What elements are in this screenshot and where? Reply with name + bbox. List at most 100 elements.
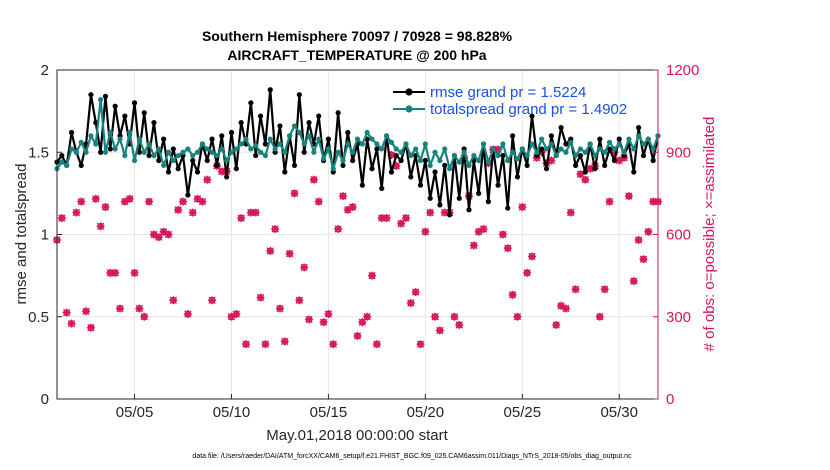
obs-layer: [53, 145, 662, 349]
obs-assimilated-point: [203, 175, 212, 184]
totalspread-point: [253, 143, 259, 149]
totalspread-point: [408, 152, 414, 159]
rmse-point: [514, 174, 521, 180]
rmse-point: [636, 124, 642, 131]
y-tick-label-right: 0: [666, 391, 674, 408]
obs-assimilated-point: [82, 307, 91, 316]
totalspread-point: [456, 159, 462, 165]
totalspread-point: [64, 162, 70, 169]
totalspread-point: [102, 149, 109, 155]
obs-assimilated-point: [523, 268, 532, 277]
rmse-point: [505, 205, 511, 211]
rmse-point: [214, 162, 220, 169]
rmse-point: [59, 152, 65, 159]
obs-assimilated-point: [285, 249, 294, 258]
totalspread-point: [650, 146, 656, 152]
obs-assimilated-point: [232, 310, 241, 319]
obs-assimilated-point: [169, 296, 178, 305]
y-axis-label-right: # of obs: o=possible; ×=assimilated: [701, 117, 718, 352]
obs-assimilated-point: [179, 197, 188, 206]
obs-assimilated-point: [314, 197, 323, 206]
totalspread-point: [413, 146, 419, 152]
totalspread-point: [446, 166, 453, 172]
obs-assimilated-point: [101, 203, 110, 212]
obs-assimilated-point: [566, 208, 575, 217]
totalspread-point: [228, 149, 235, 155]
obs-assimilated-point: [251, 208, 260, 217]
totalspread-point: [277, 141, 283, 147]
rmse-point: [524, 162, 530, 169]
obs-assimilated-point: [416, 340, 425, 349]
rmse-point: [112, 103, 118, 109]
y-tick-label-right: 900: [666, 144, 691, 161]
totalspread-point: [296, 129, 302, 136]
obs-assimilated-point: [368, 271, 377, 280]
obs-assimilated-point: [629, 277, 638, 286]
rmse-point: [301, 149, 307, 155]
totalspread-point: [466, 162, 472, 169]
totalspread-point: [141, 149, 147, 155]
rmse-point: [611, 157, 617, 164]
obs-assimilated-point: [164, 230, 173, 239]
obs-assimilated-point: [406, 299, 415, 308]
obs-assimilated-point: [96, 222, 105, 231]
x-tick-label: 05/20: [407, 404, 445, 421]
totalspread-point: [199, 141, 206, 147]
rmse-point: [253, 152, 259, 159]
obs-assimilated-point: [431, 312, 440, 321]
rmse-point: [102, 93, 109, 99]
rmse-point: [456, 195, 462, 201]
obs-assimilated-point: [527, 252, 536, 261]
totalspread-point: [73, 149, 79, 155]
rmse-point: [543, 166, 550, 172]
totalspread-point: [379, 146, 385, 152]
rmse-point: [577, 152, 584, 159]
obs-assimilated-point: [503, 244, 512, 253]
rmse-point: [204, 157, 210, 164]
rmse-point: [640, 152, 647, 159]
rmse-point: [233, 166, 239, 172]
obs-assimilated-point: [469, 241, 478, 250]
totalspread-point: [238, 141, 244, 147]
obs-assimilated-point: [600, 285, 609, 294]
totalspread-point: [340, 157, 346, 164]
rmse-point: [582, 169, 588, 175]
obs-assimilated-point: [426, 208, 435, 217]
obs-assimilated-point: [624, 192, 633, 201]
totalspread-point: [78, 139, 84, 145]
rmse-point: [107, 146, 113, 152]
totalspread-point: [369, 136, 375, 142]
totalspread-point: [432, 149, 438, 155]
totalspread-point: [577, 146, 584, 152]
obs-assimilated-point: [319, 318, 328, 327]
rmse-point: [136, 149, 142, 155]
totalspread-point: [505, 157, 511, 164]
obs-assimilated-point: [256, 293, 265, 302]
obs-assimilated-point: [508, 290, 517, 299]
totalspread-point: [616, 141, 622, 147]
totalspread-point: [272, 146, 278, 152]
y-tick-label-right: 600: [666, 227, 691, 244]
totalspread-point: [93, 141, 99, 147]
rmse-point: [209, 136, 215, 142]
obs-assimilated-point: [372, 340, 381, 349]
obs-assimilated-point: [561, 304, 570, 313]
obs-assimilated-point: [338, 192, 347, 201]
obs-assimilated-point: [77, 197, 86, 206]
y-tick-label-right: 1200: [666, 62, 699, 79]
totalspread-point: [161, 162, 167, 169]
obs-assimilated-point: [401, 214, 410, 223]
obs-assimilated-point: [435, 326, 444, 335]
rmse-point: [325, 136, 332, 142]
totalspread-point: [214, 152, 220, 159]
rmse-point: [485, 199, 491, 205]
totalspread-point: [330, 166, 336, 172]
rmse-point: [98, 149, 104, 155]
rmse-point: [345, 129, 351, 136]
totalspread-point: [185, 146, 191, 152]
totalspread-point: [514, 156, 521, 162]
obs-assimilated-point: [62, 308, 71, 317]
legend-rmse-marker: [405, 88, 413, 96]
y-tick-label-right: 300: [666, 309, 691, 326]
totalspread-point: [417, 157, 424, 164]
